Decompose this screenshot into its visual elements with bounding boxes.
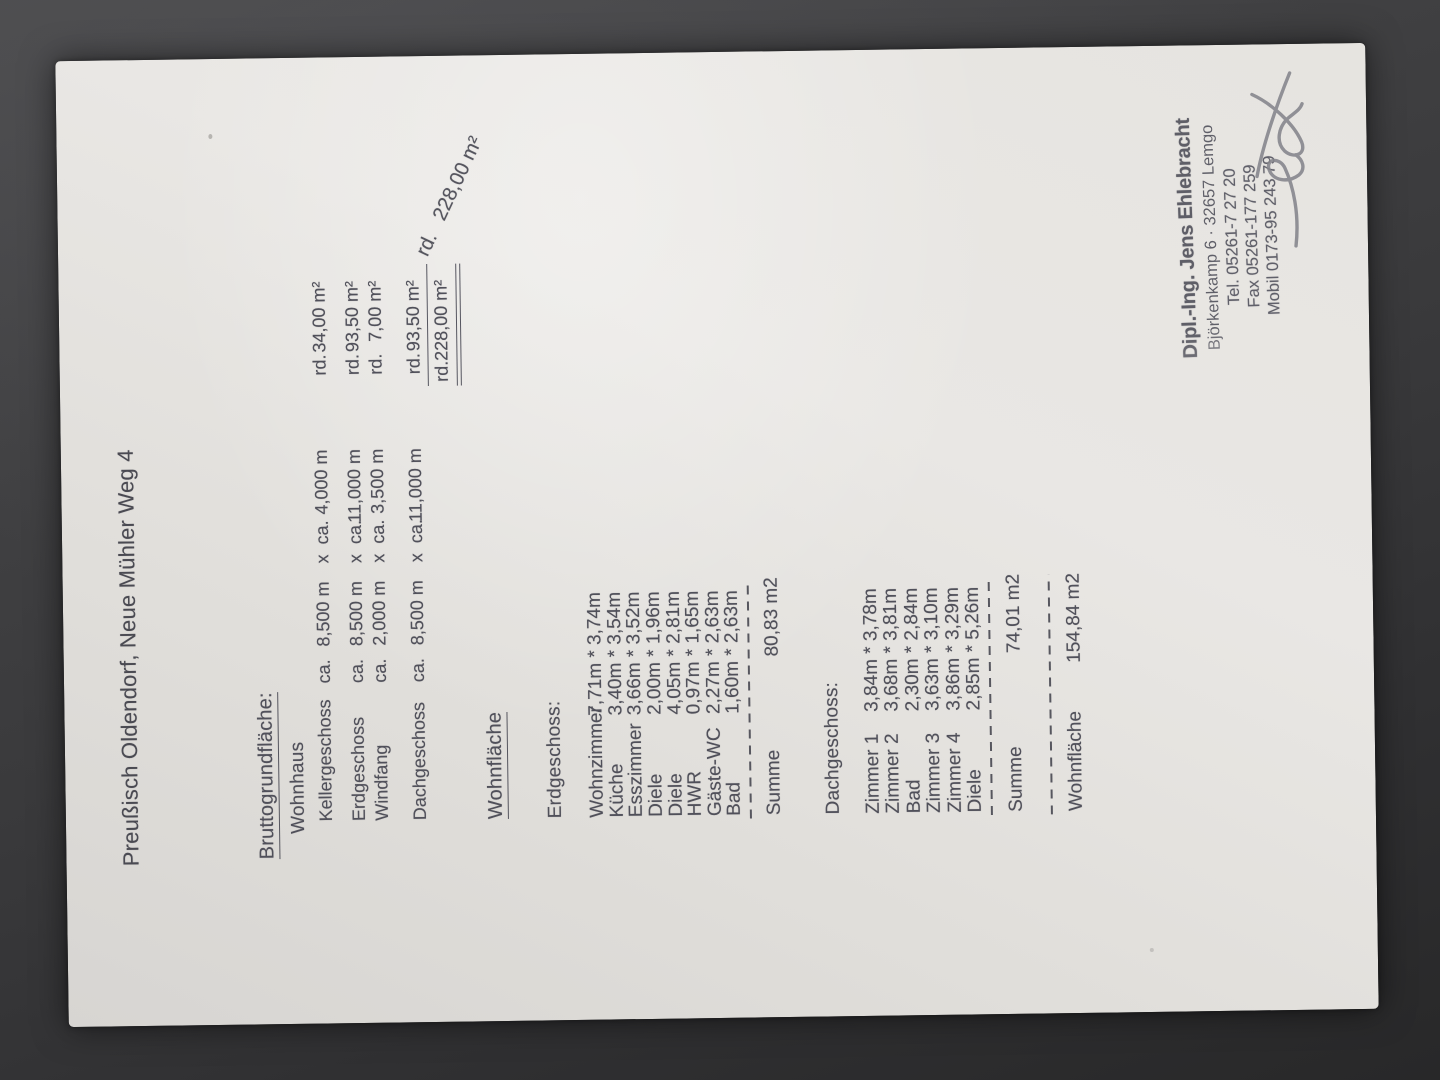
dimension-2: 3,500 m xyxy=(366,448,388,514)
room-name: Diele xyxy=(964,768,986,813)
dimension-2: 11,000 m xyxy=(343,448,365,523)
room-dimensions: 3,63m * 3,10m xyxy=(920,587,944,712)
dashed-rule xyxy=(1047,574,1053,815)
subheading-wohnhaus: Wohnhaus xyxy=(286,741,310,835)
dimension-1: 2,000 m xyxy=(368,580,390,646)
double-rule-top xyxy=(455,263,458,386)
dashed-rule xyxy=(987,575,993,816)
area-value: 93,50 m² xyxy=(402,280,424,352)
total-area-value: 228,00 m² xyxy=(430,279,452,362)
subsection-erdgeschoss: Erdgeschoss: xyxy=(543,700,566,819)
paper-speck xyxy=(208,134,213,140)
row-label: Dachgeschoss xyxy=(408,701,430,821)
document-page: Preußisch Oldendorf, Neue Mühler Weg 4 B… xyxy=(55,42,1379,1028)
subsection-dachgeschoss: Dachgeschoss: xyxy=(821,681,844,815)
sum-rule xyxy=(426,264,429,387)
multiply-sign: x xyxy=(312,554,333,564)
area-value: 34,00 m² xyxy=(308,281,330,353)
dimension-1: 8,500 m xyxy=(406,580,428,646)
handwritten-signature xyxy=(1250,71,1305,248)
dimension-1: 8,500 m xyxy=(345,580,367,647)
heading-underlined-text: Wohnfläche xyxy=(483,711,509,820)
room-name: Zimmer 3 xyxy=(922,732,945,814)
grand-total-row: Wohnfläche 154,84 m2 xyxy=(1055,47,1089,1013)
row-label: Erdgeschoss xyxy=(347,716,369,822)
room-name: Bad xyxy=(723,781,745,816)
summe-row: Summe 80,83 m2 xyxy=(753,51,787,1017)
area-value: 93,50 m² xyxy=(341,280,363,353)
summe-value: 74,01 m2 xyxy=(1002,573,1025,654)
heading-underlined-text: Bruttogrundfläche: xyxy=(254,692,281,860)
dimension-2: 11,000 m xyxy=(404,448,426,523)
dimension-2: 4,000 m xyxy=(310,449,332,515)
multiply-sign: x xyxy=(345,553,366,564)
area-value: 7,00 m² xyxy=(364,280,386,342)
section-heading-bruttogrundflaeche: Bruttogrundfläche: xyxy=(254,692,281,860)
section-heading-wohnflaeche: Wohnfläche xyxy=(483,711,509,820)
document-title: Preußisch Oldendorf, Neue Mühler Weg 4 xyxy=(112,449,144,867)
multiply-sign: x xyxy=(406,553,427,563)
room-dimensions: 2,85m * 5,26m xyxy=(961,586,985,711)
summe-label: Summe xyxy=(1004,746,1027,812)
table-row: Kellergeschoss ca. 8,500 m x ca. 4,000 m… xyxy=(305,57,340,1023)
multiply-sign: x xyxy=(368,553,389,563)
dimension-1: 8,500 m xyxy=(312,581,334,647)
summe-row: Summe 74,01 m2 xyxy=(995,48,1029,1014)
row-label: Kellergeschoss xyxy=(314,699,336,822)
paper-speck xyxy=(1149,947,1154,952)
room-dimensions: 1,60m * 2,63m xyxy=(720,590,744,714)
summe-label: Summe xyxy=(763,749,785,816)
room-name: Zimmer 2 xyxy=(881,733,904,814)
room-dimensions: 3,68m * 3,81m xyxy=(879,587,903,712)
dashed-rule xyxy=(746,578,752,819)
double-rule-bottom xyxy=(459,263,462,386)
row-label: Windfang xyxy=(370,744,392,821)
summe-value: 80,83 m2 xyxy=(760,577,783,657)
total-value: 154,84 m2 xyxy=(1062,572,1085,663)
total-label: Wohnfläche xyxy=(1064,710,1087,812)
